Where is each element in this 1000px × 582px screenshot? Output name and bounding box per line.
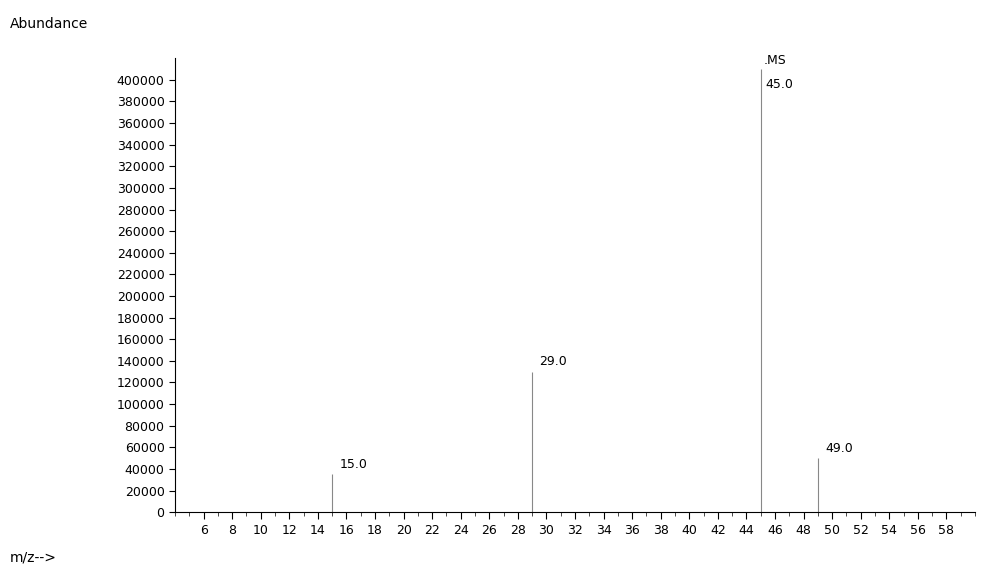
Text: Abundance: Abundance: [10, 17, 88, 31]
Text: 49.0: 49.0: [825, 442, 853, 455]
Text: 15.0: 15.0: [339, 458, 367, 471]
Text: m/z-->: m/z-->: [10, 551, 57, 565]
Text: .MS: .MS: [764, 54, 786, 67]
Text: 29.0: 29.0: [539, 356, 567, 368]
Text: 45.0: 45.0: [765, 77, 793, 91]
